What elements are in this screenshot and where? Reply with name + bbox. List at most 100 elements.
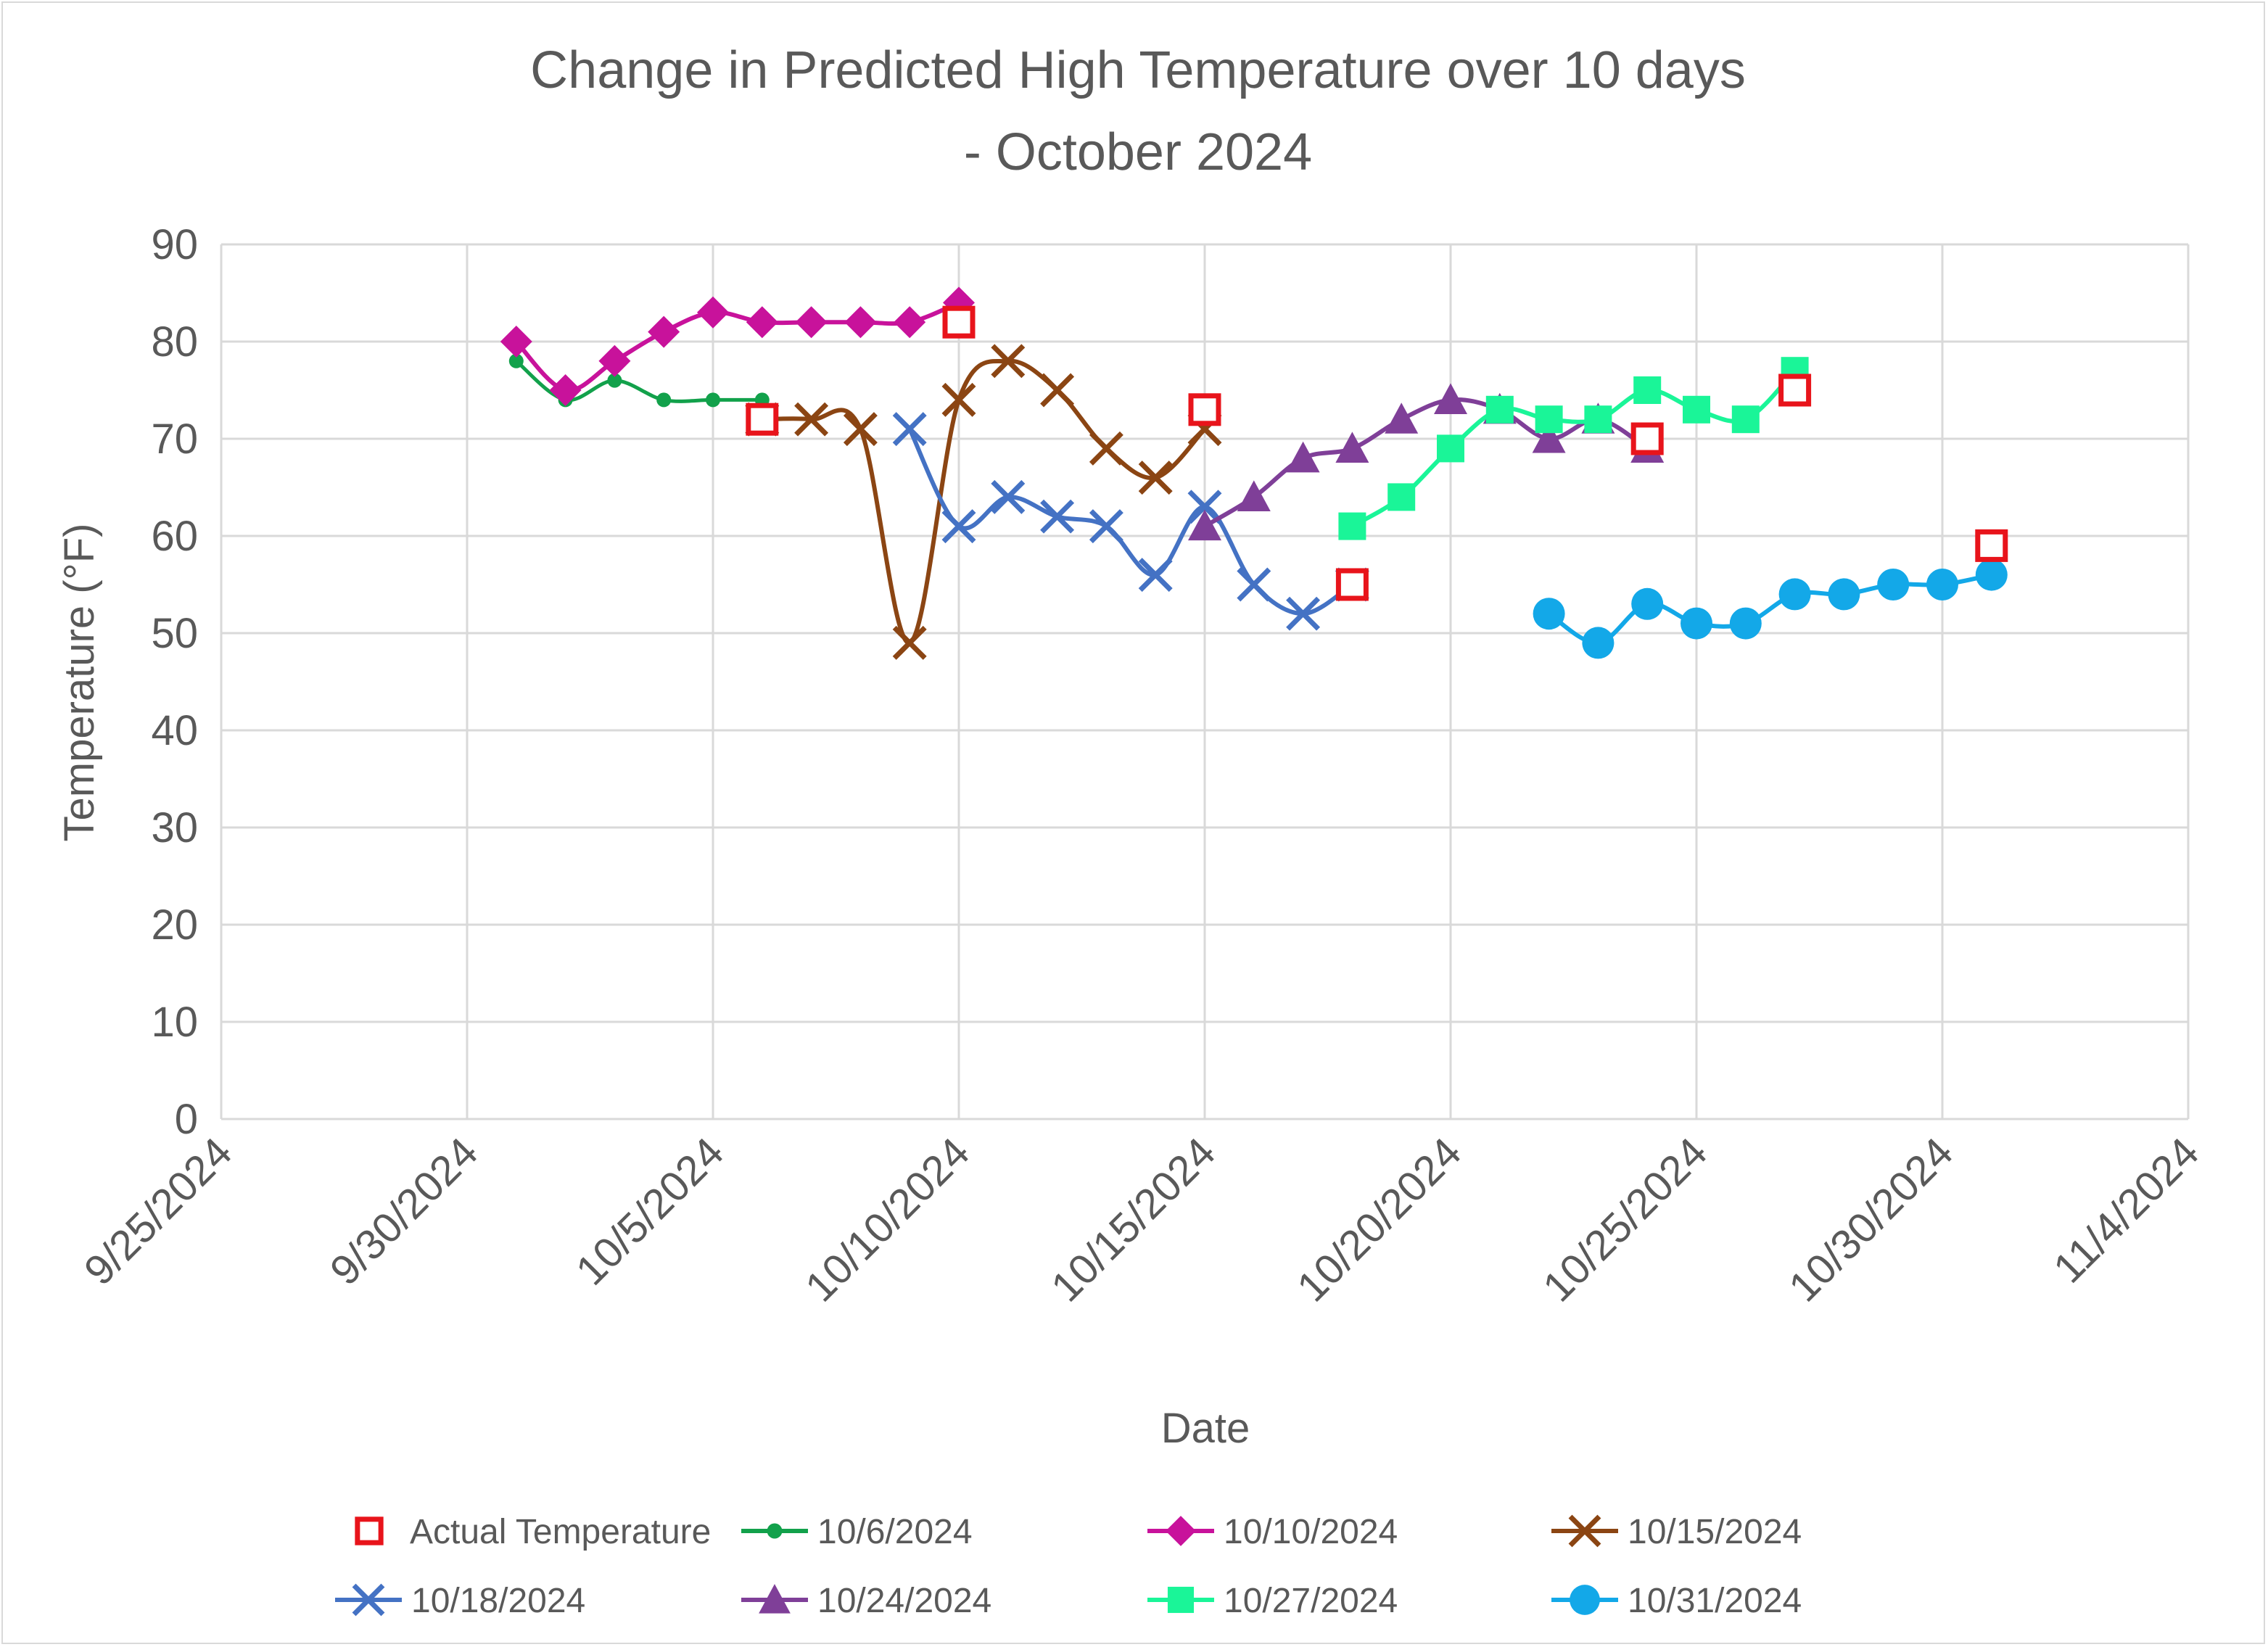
- data-point: [1631, 587, 1664, 620]
- data-point: [767, 1523, 783, 1539]
- data-point: [1683, 395, 1710, 424]
- line-chart: Change in Predicted High Temperature ove…: [56, 41, 2208, 1620]
- y-tick-label: 90: [151, 221, 198, 268]
- data-point: [1237, 480, 1271, 511]
- x-tick-label: 9/30/2024: [321, 1128, 487, 1294]
- data-point: [1166, 1516, 1196, 1546]
- data-point: [795, 306, 828, 339]
- y-tick-label: 20: [151, 901, 198, 949]
- data-point: [1138, 461, 1173, 495]
- data-point: [759, 1584, 791, 1614]
- data-point: [500, 326, 532, 358]
- chart-title: Change in Predicted High Temperature ove…: [530, 41, 1746, 181]
- data-point: [355, 1516, 384, 1545]
- y-axis-ticks: 0 10 20 30 40 50 60 70 80 90: [151, 221, 198, 1143]
- y-tick-label: 50: [151, 610, 198, 657]
- data-point: [1633, 376, 1662, 404]
- data-point: [1681, 607, 1712, 640]
- data-point: [844, 306, 877, 339]
- data-point: [1434, 383, 1467, 414]
- x-axis-ticks: 9/25/2024 9/30/2024 10/5/2024 10/10/2024 10/…: [75, 1128, 2208, 1310]
- data-point: [1237, 567, 1271, 602]
- data-point: [1187, 490, 1222, 524]
- series-10-18-2024: [892, 412, 1369, 631]
- series-10-15-2024: [745, 344, 1222, 660]
- data-point: [1338, 512, 1366, 540]
- legend-item: Actual Temperature: [355, 1513, 711, 1551]
- data-point: [991, 479, 1026, 514]
- data-point: [1630, 422, 1664, 455]
- x-tick-label: 9/25/2024: [75, 1128, 241, 1294]
- data-point: [1828, 578, 1860, 611]
- y-tick-label: 70: [151, 416, 198, 463]
- legend-label: 10/10/2024: [1224, 1513, 1398, 1551]
- legend-label: 10/27/2024: [1224, 1582, 1398, 1620]
- data-point: [894, 306, 926, 339]
- legend-label: Actual Temperature: [410, 1513, 711, 1551]
- legend-label: 10/15/2024: [1628, 1513, 1802, 1551]
- data-point: [1188, 509, 1221, 541]
- y-tick-label: 80: [151, 318, 198, 366]
- data-point: [892, 412, 927, 447]
- data-point: [746, 403, 779, 436]
- series-10-27-2024: [1338, 357, 1809, 540]
- series-line: [1351, 369, 1797, 529]
- data-point: [1138, 558, 1173, 593]
- data-point: [1385, 403, 1419, 434]
- legend-label: 10/6/2024: [817, 1513, 973, 1551]
- legend-label: 10/31/2024: [1628, 1582, 1802, 1620]
- x-tick-label: 10/20/2024: [1288, 1128, 1470, 1310]
- data-point: [1387, 483, 1416, 511]
- legend-item: 10/27/2024: [1147, 1582, 1398, 1620]
- series-line: [1203, 397, 1649, 529]
- legend-item: 10/15/2024: [1551, 1513, 1802, 1551]
- data-point: [1188, 393, 1221, 426]
- y-tick-label: 40: [151, 707, 198, 754]
- chart-title-line: - October 2024: [964, 123, 1312, 181]
- series-line: [514, 300, 960, 393]
- data-point: [942, 305, 976, 339]
- series-actual-temperature: [746, 305, 2008, 601]
- data-point: [1535, 405, 1563, 434]
- series-line: [1547, 572, 1992, 645]
- data-point: [1286, 441, 1320, 473]
- data-point: [1040, 373, 1075, 408]
- data-point: [1570, 1585, 1600, 1615]
- legend-item: 10/18/2024: [335, 1582, 585, 1620]
- data-series: [500, 286, 2008, 660]
- data-point: [941, 382, 976, 417]
- data-point: [648, 315, 680, 348]
- data-point: [1485, 395, 1514, 424]
- data-point: [892, 625, 927, 660]
- data-point: [1286, 596, 1321, 631]
- data-point: [598, 344, 631, 377]
- data-point: [1533, 598, 1565, 630]
- data-point: [1877, 569, 1910, 600]
- data-point: [1731, 405, 1760, 434]
- x-tick-label: 10/10/2024: [796, 1128, 978, 1310]
- x-tick-label: 11/4/2024: [2045, 1128, 2208, 1292]
- x-axis-title: Date: [1161, 1405, 1250, 1452]
- series-line: [907, 428, 1354, 616]
- data-point: [1437, 434, 1464, 463]
- data-point: [1335, 432, 1369, 463]
- x-tick-label: 10/5/2024: [567, 1128, 733, 1294]
- data-point: [1568, 1514, 1601, 1548]
- data-point: [1089, 509, 1123, 544]
- data-point: [1532, 422, 1566, 453]
- data-point: [607, 373, 622, 388]
- data-point: [549, 374, 582, 406]
- data-point: [1975, 529, 2008, 562]
- legend-item: 10/6/2024: [741, 1513, 973, 1551]
- y-tick-label: 0: [175, 1096, 198, 1143]
- data-point: [1926, 569, 1958, 600]
- chart-title-line: Change in Predicted High Temperature ove…: [530, 41, 1746, 99]
- data-point: [697, 296, 729, 329]
- data-point: [746, 306, 778, 339]
- legend-item: 10/24/2024: [741, 1582, 991, 1620]
- data-point: [508, 353, 524, 368]
- legend-label: 10/24/2024: [817, 1582, 991, 1620]
- legend-label: 10/18/2024: [411, 1582, 585, 1620]
- legend-item: 10/10/2024: [1147, 1513, 1398, 1551]
